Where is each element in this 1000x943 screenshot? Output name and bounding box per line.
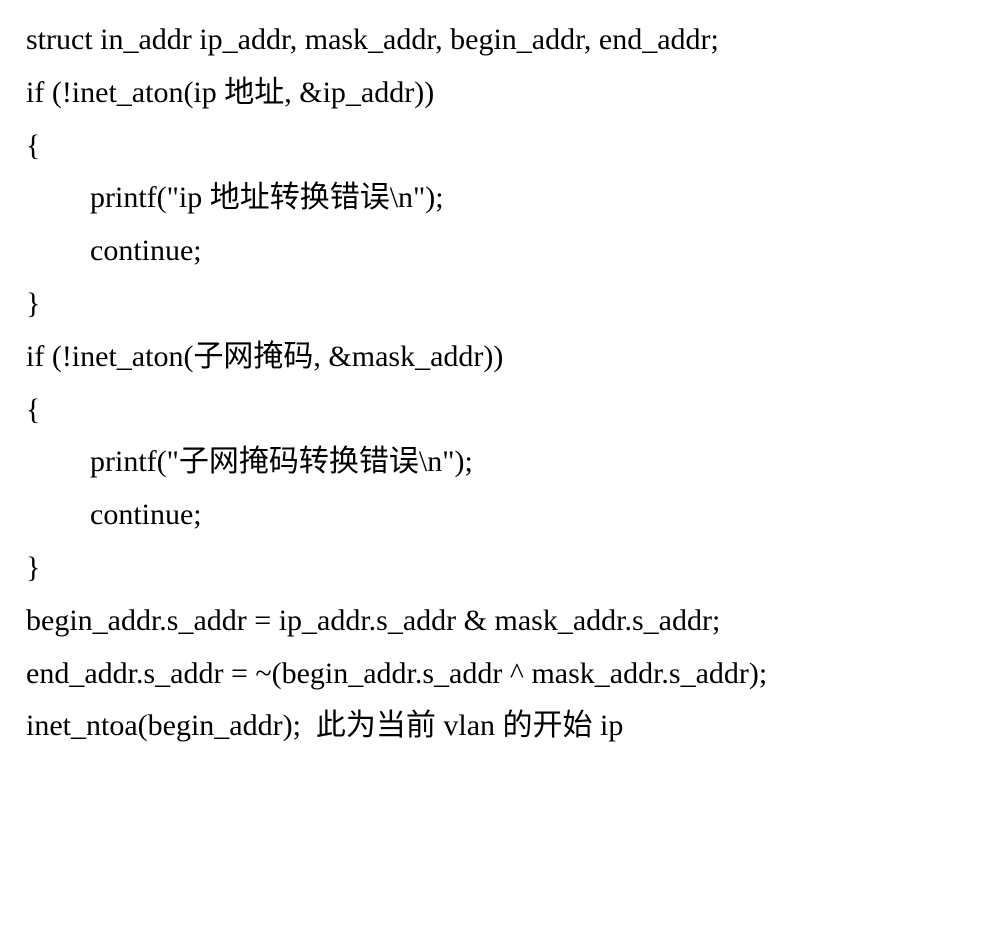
code-line: struct in_addr ip_addr, mask_addr, begin… bbox=[26, 14, 980, 67]
code-line: } bbox=[26, 278, 980, 331]
code-line: inet_ntoa(begin_addr); 此为当前 vlan 的开始 ip bbox=[26, 700, 980, 753]
code-line: if (!inet_aton(ip 地址, &ip_addr)) bbox=[26, 67, 980, 120]
code-line: end_addr.s_addr = ~(begin_addr.s_addr ^ … bbox=[26, 648, 980, 701]
code-line: printf("子网掩码转换错误\n"); bbox=[26, 436, 980, 489]
code-line: { bbox=[26, 384, 980, 437]
code-line: continue; bbox=[26, 225, 980, 278]
code-line: } bbox=[26, 542, 980, 595]
code-line: if (!inet_aton(子网掩码, &mask_addr)) bbox=[26, 331, 980, 384]
code-line: { bbox=[26, 120, 980, 173]
code-line: printf("ip 地址转换错误\n"); bbox=[26, 172, 980, 225]
code-line: begin_addr.s_addr = ip_addr.s_addr & mas… bbox=[26, 595, 980, 648]
code-block: struct in_addr ip_addr, mask_addr, begin… bbox=[0, 0, 1000, 943]
code-line: continue; bbox=[26, 489, 980, 542]
